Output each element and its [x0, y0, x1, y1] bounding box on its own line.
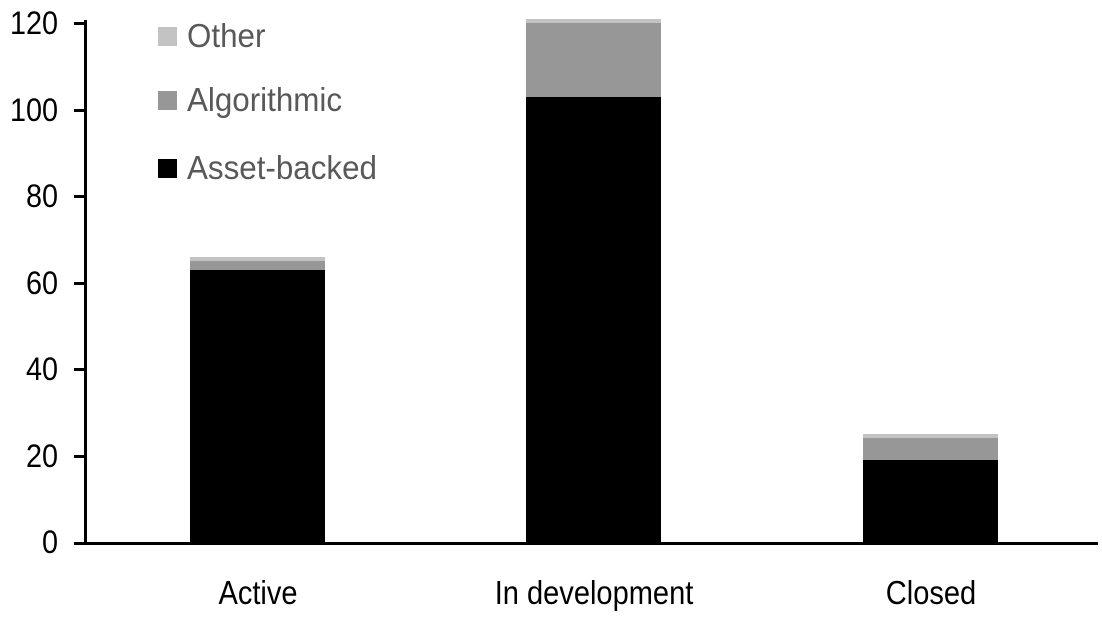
y-axis-tick [74, 22, 84, 25]
y-axis-tick-label: 80 [25, 178, 58, 214]
y-axis-tick-label: 100 [9, 91, 58, 128]
x-axis-category-label: Closed [885, 574, 976, 611]
bar-segment-closed-other [863, 433, 998, 439]
y-axis-tick-label: 40 [25, 351, 58, 387]
legend-item: Asset-backed [158, 149, 387, 186]
bar-segment-active-other [190, 256, 325, 261]
legend-item: Algorithmic [158, 81, 350, 118]
y-axis-tick-label: 60 [25, 264, 58, 301]
legend-swatch-icon [158, 26, 177, 46]
bar-segment-in-development-other [526, 18, 661, 23]
x-axis-line [74, 542, 1098, 545]
y-axis-line [84, 20, 87, 545]
bar-segment-in-development-asset-backed [526, 96, 661, 542]
y-axis-tick [74, 281, 84, 285]
y-axis-tick-label: 120 [9, 5, 58, 41]
legend-swatch-icon [158, 158, 177, 178]
y-axis-tick [74, 108, 84, 112]
bar-segment-closed-algorithmic [863, 438, 998, 460]
y-axis-tick-label: 20 [25, 437, 58, 474]
bar-segment-in-development-algorithmic [526, 23, 661, 97]
x-axis-category-label: In development [494, 574, 693, 611]
y-axis-tick-label: 0 [41, 524, 58, 560]
bar-segment-closed-asset-backed [863, 459, 998, 542]
y-axis-tick [74, 454, 84, 458]
y-axis-tick [74, 195, 84, 198]
x-axis-category-label: Active [217, 574, 298, 611]
bar-segment-active-asset-backed [190, 269, 325, 542]
legend-swatch-icon [158, 90, 177, 110]
legend-label: Other [187, 17, 266, 54]
legend-label: Algorithmic [187, 81, 343, 118]
legend-label: Asset-backed [187, 149, 377, 186]
y-axis-tick [74, 368, 84, 371]
legend-item: Other [158, 17, 270, 54]
bar-segment-active-algorithmic [190, 260, 325, 270]
